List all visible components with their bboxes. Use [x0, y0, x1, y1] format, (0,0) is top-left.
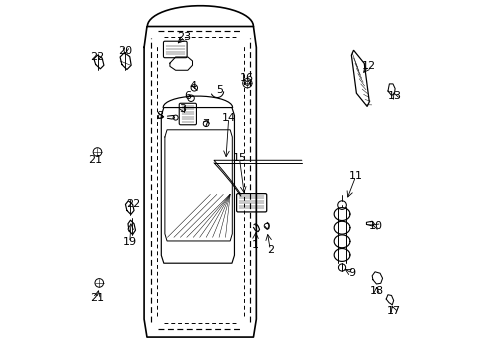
Text: 7: 7 [202, 120, 209, 129]
Text: 11: 11 [348, 171, 362, 181]
Text: 8: 8 [156, 111, 163, 121]
Text: 6: 6 [184, 91, 191, 101]
Text: 3: 3 [179, 104, 186, 114]
Text: 2: 2 [266, 245, 273, 255]
Text: 13: 13 [387, 91, 401, 101]
Text: 23: 23 [177, 32, 191, 41]
Text: 16: 16 [239, 73, 253, 83]
Text: 1: 1 [251, 239, 258, 249]
Text: 14: 14 [221, 113, 235, 123]
Text: 4: 4 [188, 81, 196, 91]
Text: 17: 17 [386, 306, 400, 315]
Text: 15: 15 [232, 153, 246, 163]
Text: 19: 19 [122, 237, 137, 247]
Text: 20: 20 [118, 46, 132, 56]
Text: 21: 21 [89, 293, 103, 303]
Text: 10: 10 [368, 221, 382, 231]
Text: 22: 22 [89, 51, 103, 62]
Text: 5: 5 [216, 85, 223, 95]
Text: 18: 18 [368, 286, 383, 296]
Text: 22: 22 [126, 199, 140, 209]
Text: 9: 9 [348, 268, 355, 278]
Text: 21: 21 [88, 155, 102, 165]
Text: 12: 12 [361, 61, 375, 71]
